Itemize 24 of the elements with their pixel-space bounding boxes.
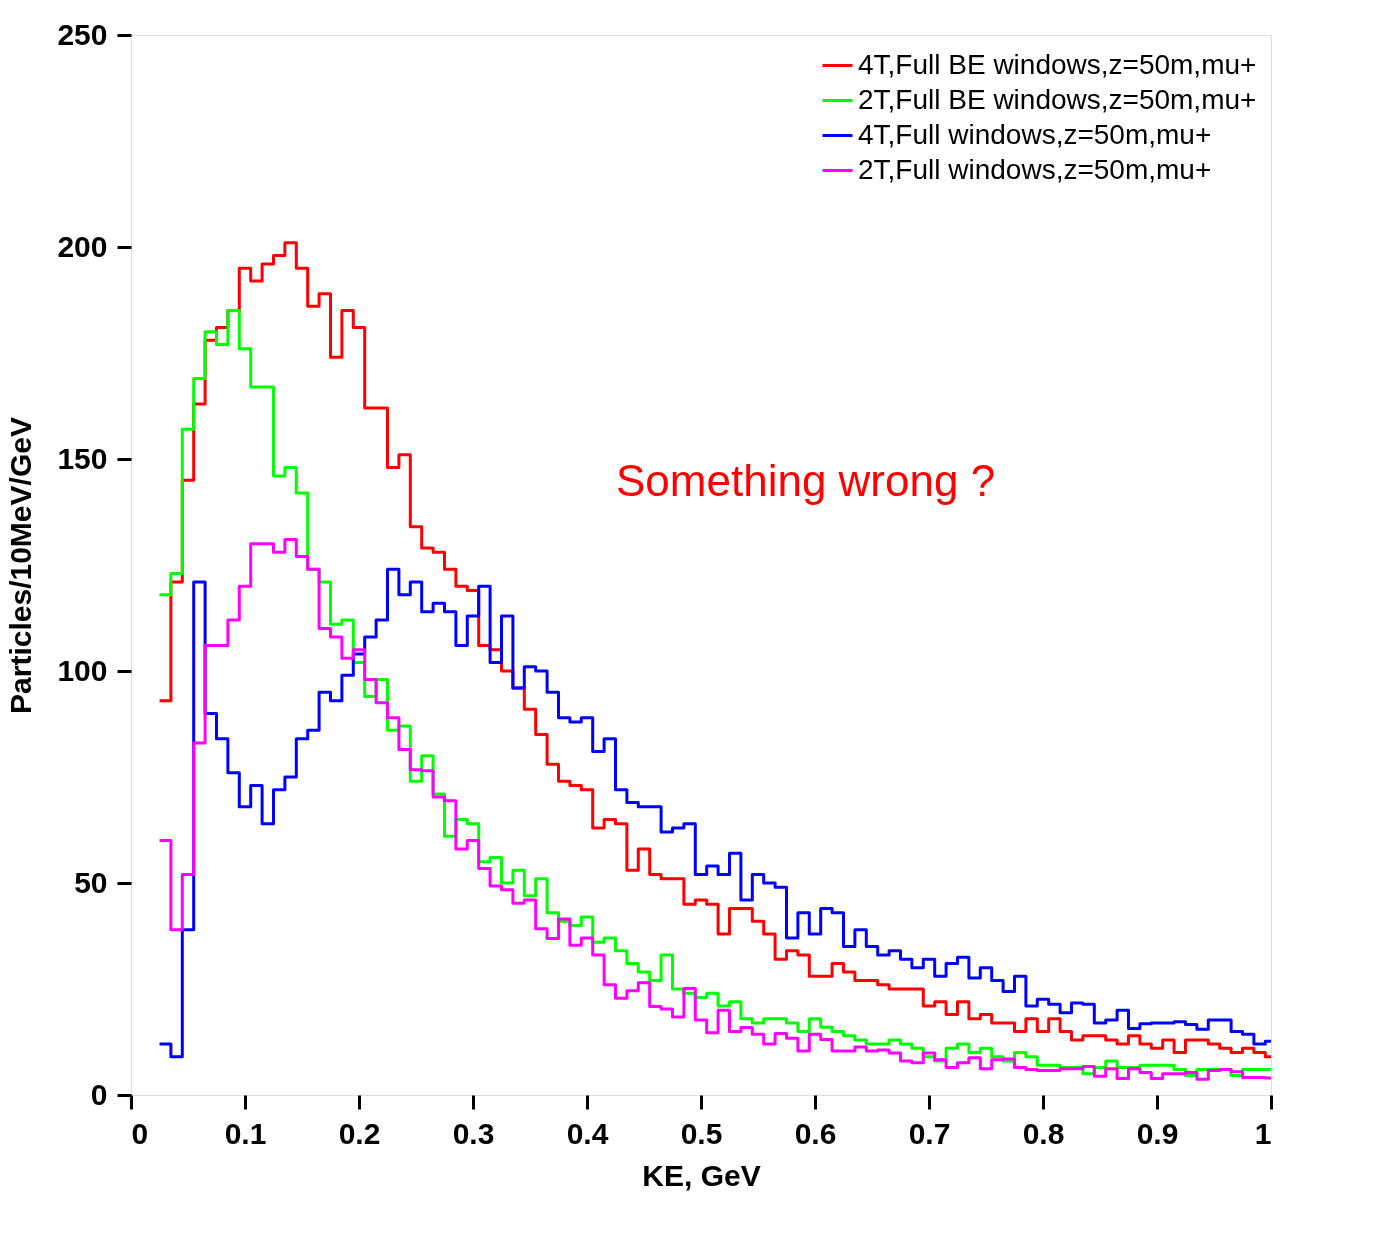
- y-tick-label: 200: [57, 229, 108, 263]
- x-tick-label: 0.9: [1136, 1116, 1179, 1150]
- y-tick-label: 50: [74, 865, 108, 899]
- legend-label: 4T,Full windows,z=50m,mu+: [858, 118, 1212, 150]
- x-tick-label: 0.6: [794, 1116, 837, 1150]
- x-tick-label: 0.5: [680, 1116, 723, 1150]
- x-tick-label: 0.1: [224, 1116, 267, 1150]
- x-tick-label: 0.8: [1022, 1116, 1065, 1150]
- x-tick-label: 0.7: [908, 1116, 951, 1150]
- x-tick-label: 0.3: [452, 1116, 495, 1150]
- legend-label: 4T,Full BE windows,z=50m,mu+: [858, 48, 1257, 80]
- legend-label: 2T,Full BE windows,z=50m,mu+: [858, 83, 1257, 115]
- legend-label: 2T,Full windows,z=50m,mu+: [858, 153, 1212, 185]
- y-axis-title: Particles/10MeV/GeV: [4, 417, 38, 714]
- annotation: Something wrong ?: [616, 456, 996, 505]
- x-tick-label: 0: [131, 1116, 149, 1150]
- y-tick-label: 0: [90, 1077, 108, 1111]
- y-tick-label: 250: [57, 17, 108, 51]
- x-tick-label: 0.4: [566, 1116, 609, 1150]
- y-tick-label: 150: [57, 441, 108, 475]
- y-tick-label: 100: [57, 653, 108, 687]
- x-axis-title: KE, GeV: [642, 1158, 761, 1192]
- x-tick-label: 0.2: [338, 1116, 381, 1150]
- x-tick-label: 1: [1254, 1116, 1272, 1150]
